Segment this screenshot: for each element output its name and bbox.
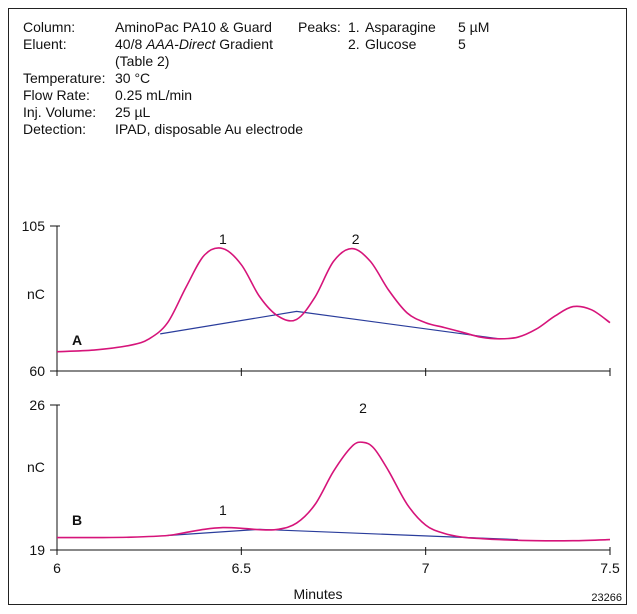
condition-label: Eluent:	[23, 36, 67, 52]
condition-label: Flow Rate:	[23, 87, 90, 103]
eluent-suffix: Gradient	[215, 36, 273, 52]
eluent-italic: AAA-Direct	[146, 36, 216, 52]
panel-b-trace	[57, 441, 611, 542]
condition-value: 30 °C	[115, 70, 151, 86]
condition-label: Detection:	[23, 121, 87, 137]
condition-value: 0.25 mL/min	[115, 87, 193, 103]
condition-label: Temperature:	[23, 70, 106, 86]
condition-value: AminoPac PA10 & Guard	[115, 19, 272, 35]
panel-a-baseline	[160, 310, 500, 340]
figure-frame: Column: AminoPac PA10 & Guard Eluent: 40…	[8, 8, 627, 605]
xtick-label: 7.5	[600, 560, 620, 576]
x-ticks: 6 6.5 7 7.5	[53, 368, 620, 576]
panel-a-trace	[56, 247, 611, 353]
figure-id: 23266	[591, 592, 622, 604]
condition-value: 40/8 AAA-Direct Gradient	[115, 36, 273, 53]
panel-a-peak-label-1: 1	[219, 231, 227, 247]
panel-a: 105 60 nC A 1 2	[22, 218, 611, 379]
condition-value: (Table 2)	[115, 53, 170, 69]
x-axis-label: Minutes	[293, 586, 342, 602]
condition-label: Column:	[23, 19, 76, 35]
panel-b-peak-label-2: 2	[359, 400, 367, 416]
condition-label: Inj. Volume:	[23, 104, 97, 120]
panel-b-peak-label-1: 1	[219, 502, 227, 518]
eluent-prefix: 40/8	[115, 36, 147, 52]
panel-b-ylabel: nC	[27, 459, 45, 475]
panel-b-ytick-label-top: 26	[29, 397, 45, 413]
panel-b-ytick-label-bottom: 19	[29, 542, 45, 558]
panel-a-ytick-label-bottom: 60	[29, 363, 45, 379]
xtick-label: 6.5	[232, 560, 252, 576]
peak-number: 2.	[348, 36, 360, 52]
panel-b-letter: B	[72, 512, 82, 528]
peak-name: Glucose	[365, 36, 417, 52]
panel-a-letter: A	[72, 332, 82, 348]
peak-number: 1.	[348, 19, 360, 35]
panel-b: 26 19 nC B 1 2	[27, 397, 611, 558]
peak-amount: 5	[458, 36, 466, 52]
peak-name: Asparagine	[365, 19, 436, 35]
xtick-label: 7	[422, 560, 430, 576]
condition-value: 25 µL	[115, 104, 151, 120]
panel-a-ylabel: nC	[27, 286, 45, 302]
panel-a-ytick-label-top: 105	[22, 218, 46, 234]
panel-a-peak-label-2: 2	[352, 231, 360, 247]
peak-amount: 5 µM	[458, 19, 490, 35]
peaks-label: Peaks:	[298, 19, 341, 35]
condition-value: IPAD, disposable Au electrode	[115, 121, 304, 137]
xtick-label: 6	[53, 560, 61, 576]
